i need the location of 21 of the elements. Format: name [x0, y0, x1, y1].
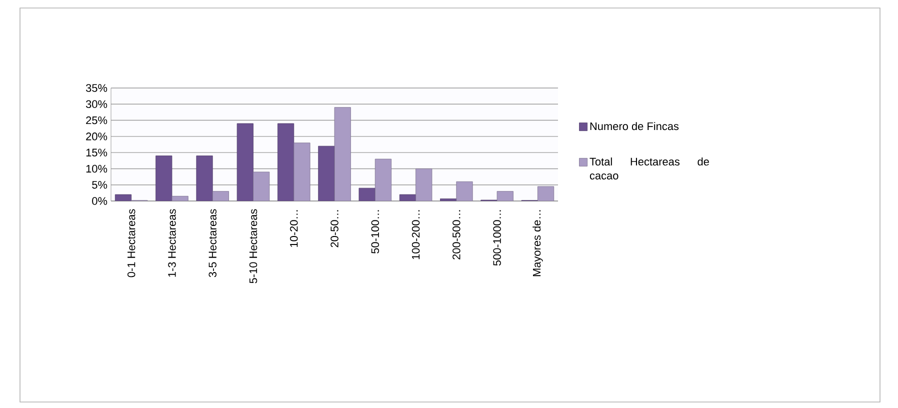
- x-tick-label: 3-5 Hectareas: [208, 209, 216, 278]
- x-tick-label: 0-1 Hectareas: [127, 209, 136, 278]
- y-tick-label: 10%: [86, 164, 108, 173]
- y-tick-label: 35%: [86, 84, 108, 92]
- x-tick-label: 50-100…: [371, 210, 380, 254]
- x-tick-label: Mayores de…: [532, 210, 543, 276]
- legend-label: Numero de Fincas: [590, 122, 679, 130]
- y-tick-label: 20%: [86, 132, 108, 140]
- legend-label: Total Hectareas de cacao: [590, 157, 709, 180]
- y-tick-label: 0%: [92, 197, 108, 205]
- y-tick-label: 5%: [92, 181, 108, 189]
- x-tick-label: 500-1000…: [493, 210, 501, 266]
- y-tick-label: 30%: [86, 100, 108, 108]
- x-tick-label: 200-500…: [452, 210, 460, 260]
- x-tick-label: 20-50…: [330, 210, 338, 248]
- x-tick-label: 10-20…: [290, 210, 298, 247]
- x-tick-label: 100-200…: [412, 210, 420, 260]
- y-tick-label: 15%: [86, 148, 108, 156]
- y-tick-label: 25%: [86, 116, 108, 124]
- x-tick-label: 1-3 Hectareas: [168, 209, 176, 277]
- x-tick-label: 5-10 Hectareas: [249, 209, 258, 284]
